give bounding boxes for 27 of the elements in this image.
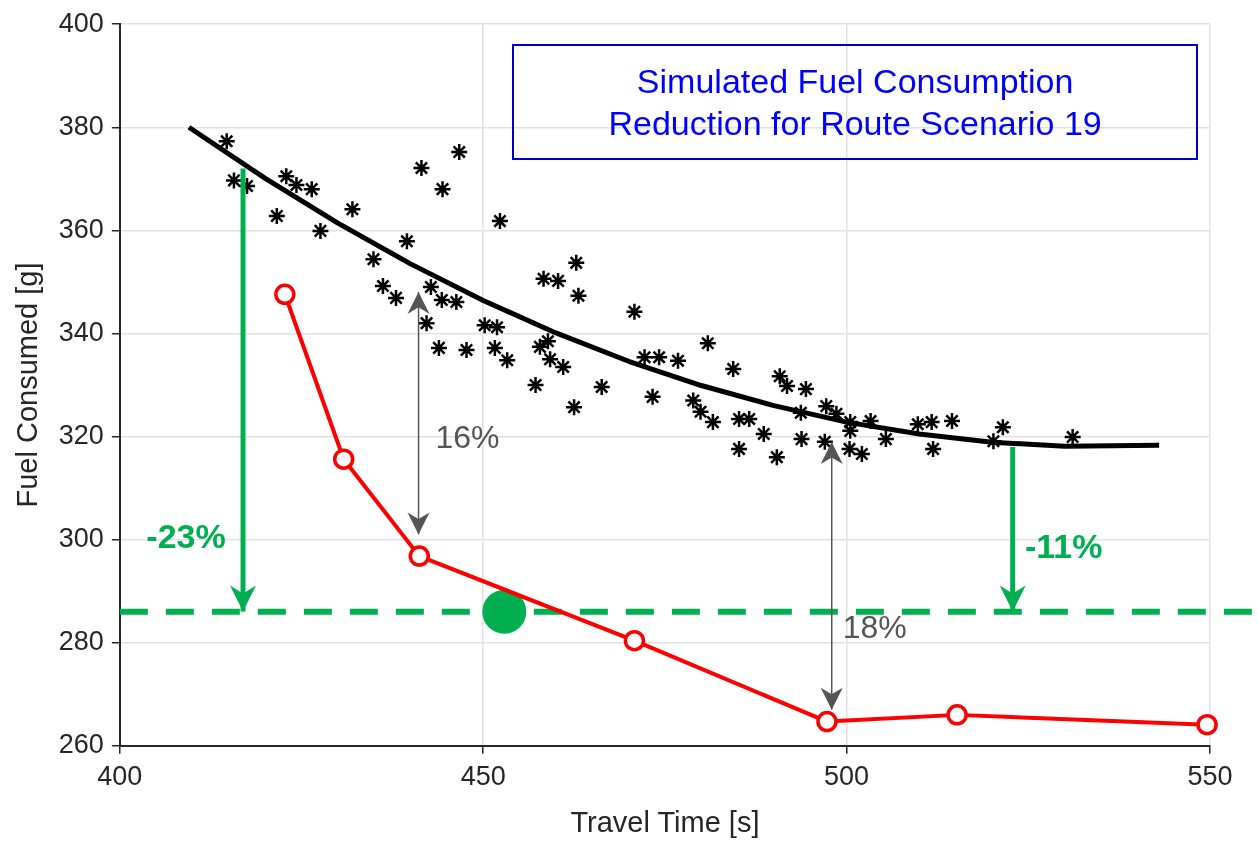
x-tick-label: 550 xyxy=(1187,761,1233,792)
point xyxy=(408,545,431,567)
annotation: -11% xyxy=(1024,526,1103,566)
y-axis-title: Fuel Consumed [g] xyxy=(11,262,44,508)
y-tick-label: 360 xyxy=(58,213,104,244)
annotation: 18% xyxy=(842,608,907,646)
point xyxy=(332,448,355,470)
annotation: 16% xyxy=(435,418,500,456)
x-tick-label: 500 xyxy=(824,761,870,792)
y-tick-label: 260 xyxy=(58,729,104,760)
text: Simulated Fuel Consumption Reduction for Route Scenario 19 xyxy=(512,44,1198,161)
point xyxy=(623,629,646,652)
y-tick-label: 340 xyxy=(58,316,104,347)
point xyxy=(816,710,838,733)
point xyxy=(274,283,296,306)
point xyxy=(946,704,968,726)
x-tick-label: 450 xyxy=(460,761,506,792)
y-tick-label: 300 xyxy=(58,523,104,554)
point xyxy=(482,589,527,634)
y-tick-label: 320 xyxy=(58,420,104,450)
y-tick-label: 280 xyxy=(58,626,104,657)
point xyxy=(1196,713,1218,736)
annotation: -23% xyxy=(146,516,226,556)
x-tick-label: 400 xyxy=(97,761,143,792)
x-axis-title: Travel Time [s] xyxy=(570,805,760,838)
y-tick-label: 400 xyxy=(58,7,104,38)
y-tick-label: 380 xyxy=(58,110,104,141)
